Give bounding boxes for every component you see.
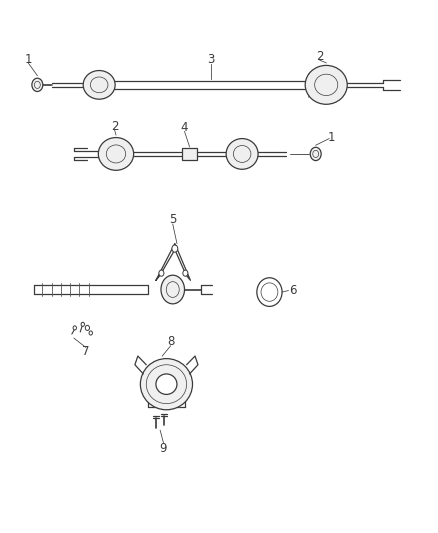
Ellipse shape bbox=[233, 146, 251, 163]
Bar bbox=[182, 148, 197, 159]
Text: 1: 1 bbox=[25, 53, 32, 66]
Ellipse shape bbox=[106, 145, 126, 163]
Circle shape bbox=[172, 245, 178, 252]
Text: 2: 2 bbox=[316, 50, 324, 63]
Circle shape bbox=[85, 325, 89, 330]
Ellipse shape bbox=[98, 138, 134, 171]
Circle shape bbox=[35, 81, 40, 88]
Text: 7: 7 bbox=[82, 345, 89, 359]
Text: 5: 5 bbox=[169, 213, 177, 227]
Ellipse shape bbox=[146, 365, 187, 403]
Text: 6: 6 bbox=[289, 284, 297, 297]
Circle shape bbox=[81, 322, 85, 326]
Ellipse shape bbox=[305, 66, 347, 104]
Circle shape bbox=[161, 275, 184, 304]
Circle shape bbox=[166, 281, 179, 297]
Circle shape bbox=[310, 147, 321, 160]
Text: 3: 3 bbox=[207, 53, 214, 66]
Text: 9: 9 bbox=[160, 442, 167, 455]
Ellipse shape bbox=[226, 139, 258, 169]
Ellipse shape bbox=[83, 70, 115, 99]
Ellipse shape bbox=[314, 74, 338, 95]
Text: 2: 2 bbox=[111, 120, 118, 133]
Ellipse shape bbox=[140, 359, 193, 410]
Ellipse shape bbox=[90, 77, 108, 93]
Ellipse shape bbox=[261, 283, 278, 301]
Text: 4: 4 bbox=[181, 121, 188, 134]
Circle shape bbox=[73, 326, 77, 330]
Ellipse shape bbox=[156, 374, 177, 394]
Circle shape bbox=[32, 78, 43, 92]
Text: 8: 8 bbox=[167, 335, 174, 348]
Circle shape bbox=[89, 331, 92, 335]
Text: 1: 1 bbox=[328, 131, 336, 143]
Circle shape bbox=[159, 270, 164, 276]
Circle shape bbox=[183, 270, 188, 276]
Ellipse shape bbox=[257, 278, 282, 306]
Circle shape bbox=[313, 150, 319, 158]
